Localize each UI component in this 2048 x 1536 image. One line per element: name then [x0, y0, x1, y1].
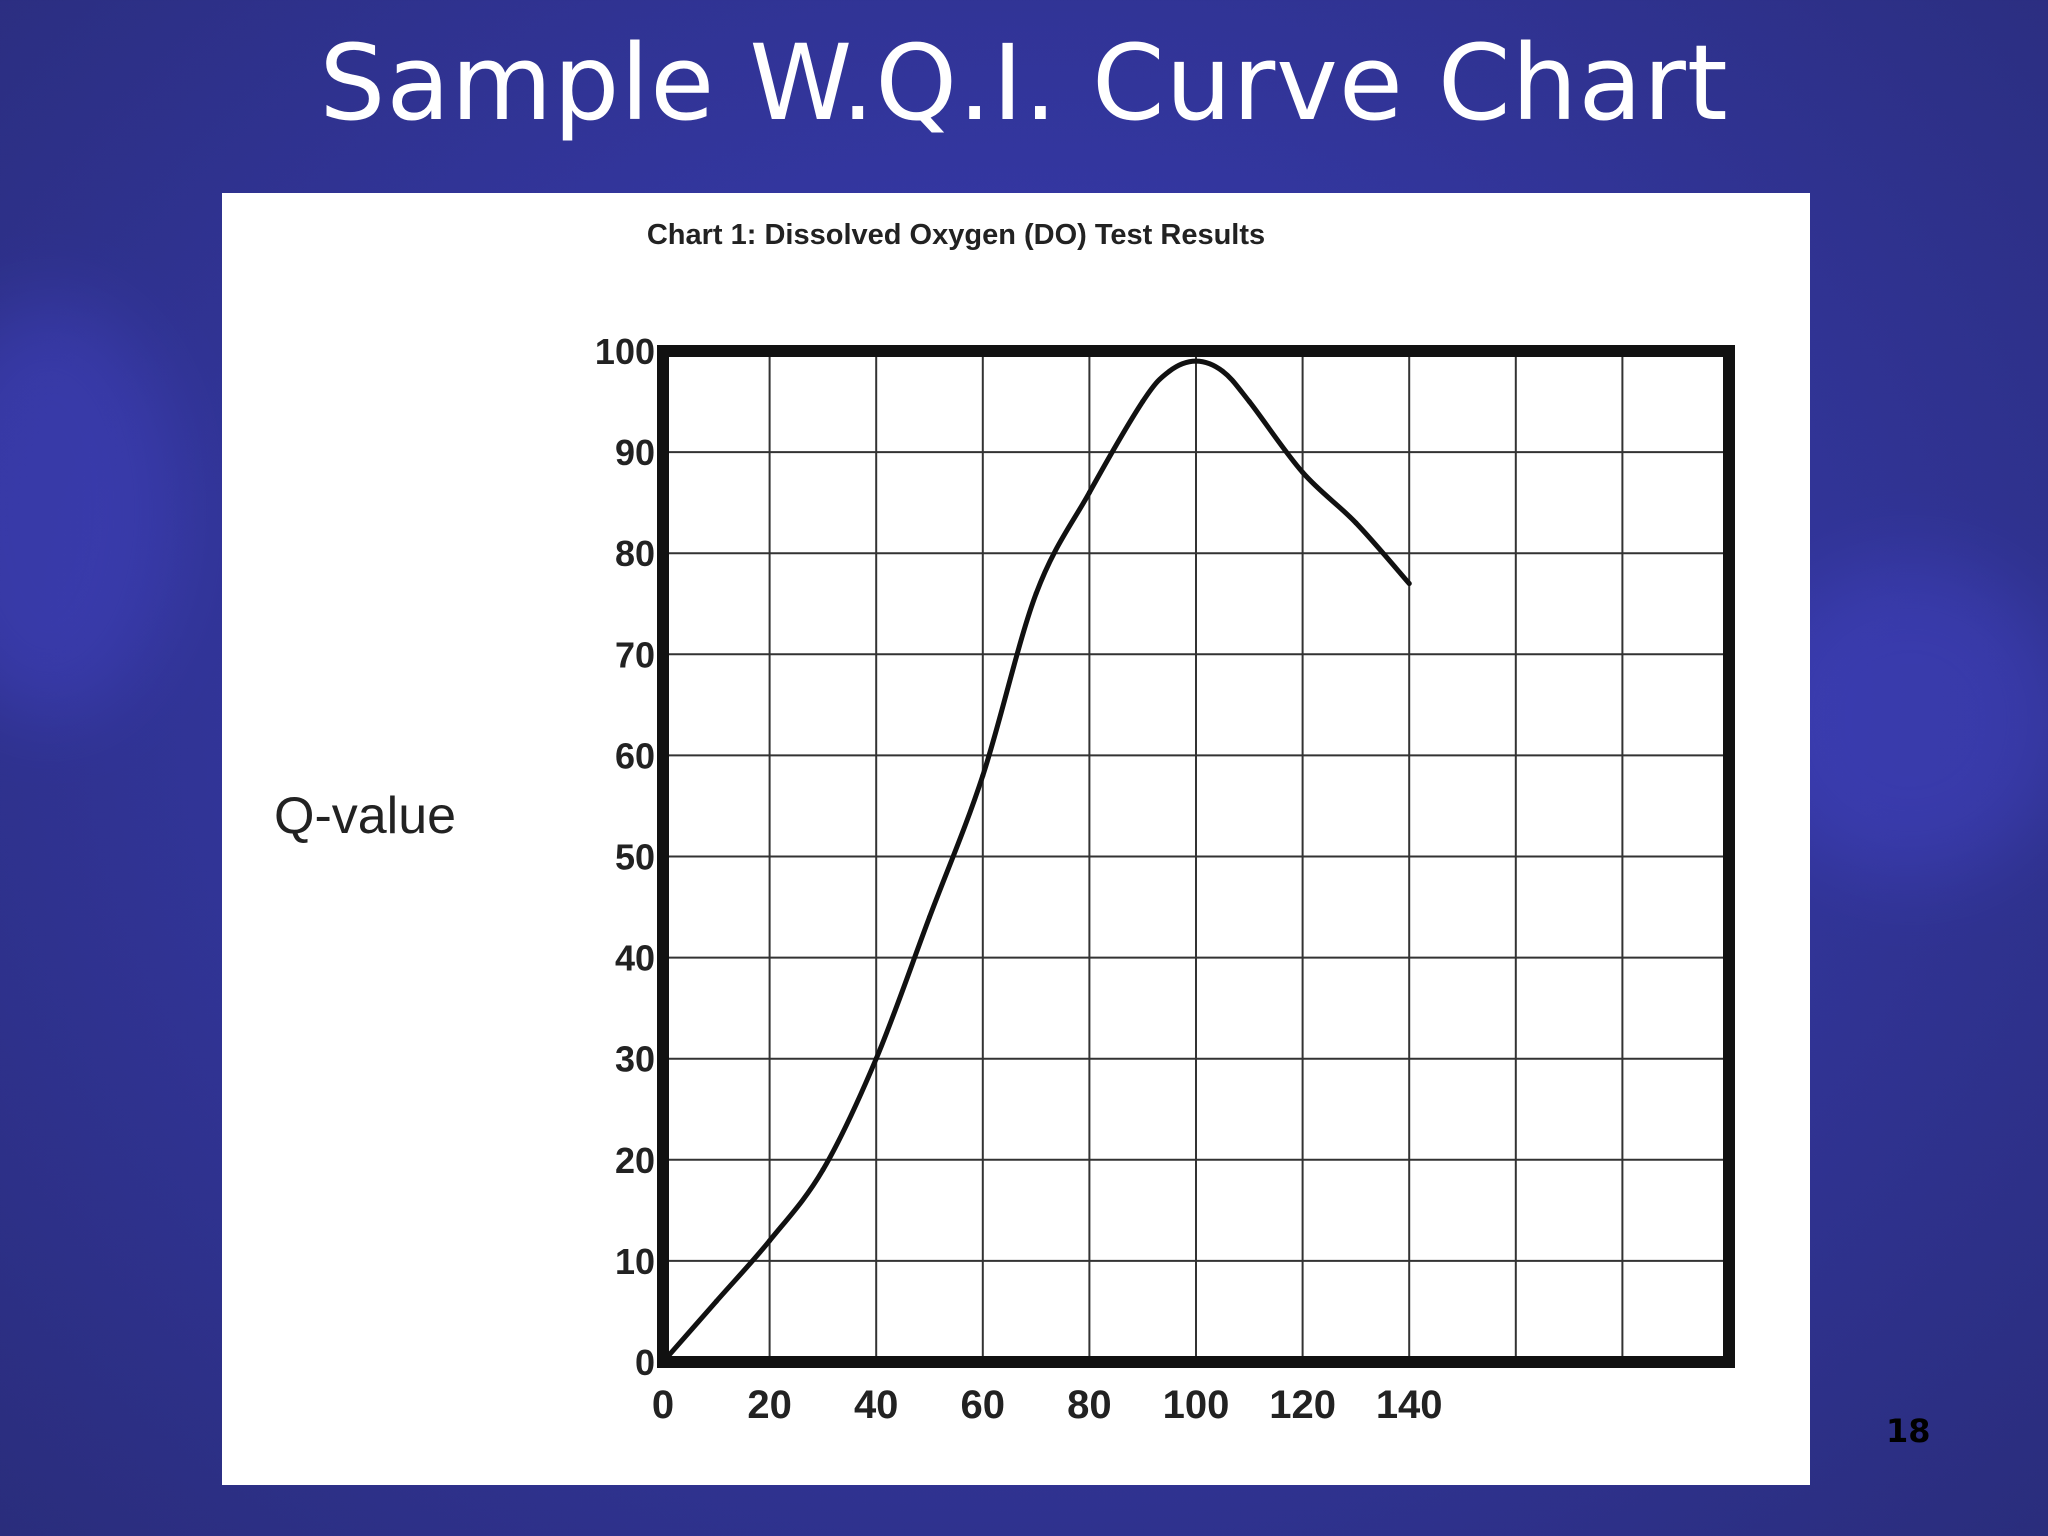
- x-tick-label: 80: [1067, 1383, 1112, 1427]
- y-tick-label: 40: [615, 938, 655, 979]
- x-tick-label: 40: [854, 1383, 899, 1427]
- data-point: [873, 1056, 879, 1062]
- y-tick-label: 0: [635, 1342, 655, 1383]
- data-point: [1193, 358, 1199, 364]
- data-point: [1406, 581, 1412, 587]
- y-axis-label: Q-value: [274, 787, 456, 845]
- chart-title: Chart 1: Dissolved Oxygen (DO) Test Resu…: [647, 219, 1265, 251]
- plot-frame: [657, 345, 1735, 1368]
- data-point: [927, 914, 932, 920]
- data-point: [1246, 399, 1252, 405]
- x-tick-label: 0: [652, 1383, 674, 1427]
- y-tick-label: 70: [615, 634, 655, 675]
- slide-number: 18: [1886, 1412, 1931, 1450]
- x-tick-label: 20: [747, 1383, 792, 1427]
- y-tick-label: 10: [615, 1241, 655, 1282]
- data-point: [1300, 469, 1306, 475]
- data-point: [1140, 399, 1146, 405]
- y-tick-label: 80: [615, 533, 655, 574]
- y-tick-label: 90: [615, 432, 655, 473]
- x-tick-label: 120: [1269, 1383, 1336, 1427]
- y-tick-label: 30: [615, 1039, 655, 1080]
- data-point: [1033, 591, 1039, 597]
- background-glow: [0, 300, 180, 720]
- x-tick-label: 100: [1163, 1383, 1230, 1427]
- x-tick-label: 140: [1376, 1383, 1443, 1427]
- x-tick-label: 60: [961, 1383, 1006, 1427]
- y-tick-label: 100: [595, 331, 655, 372]
- slide-title: Sample W.Q.I. Curve Chart: [319, 22, 1729, 144]
- chart-panel: Chart 1: Dissolved Oxygen (DO) Test Resu…: [222, 193, 1810, 1485]
- data-point: [767, 1238, 773, 1244]
- chart: Chart 1: Dissolved Oxygen (DO) Test Resu…: [274, 219, 1735, 1427]
- data-point: [1086, 490, 1092, 496]
- y-tick-label: 50: [615, 837, 655, 878]
- y-tick-label: 20: [615, 1140, 655, 1181]
- y-tick-label: 60: [615, 735, 655, 776]
- data-point: [820, 1167, 826, 1173]
- data-point: [713, 1298, 719, 1304]
- series-line: [660, 358, 1412, 1365]
- data-point: [1166, 368, 1172, 374]
- data-point: [1220, 368, 1226, 374]
- data-point: [1353, 520, 1359, 526]
- data-point: [980, 773, 986, 779]
